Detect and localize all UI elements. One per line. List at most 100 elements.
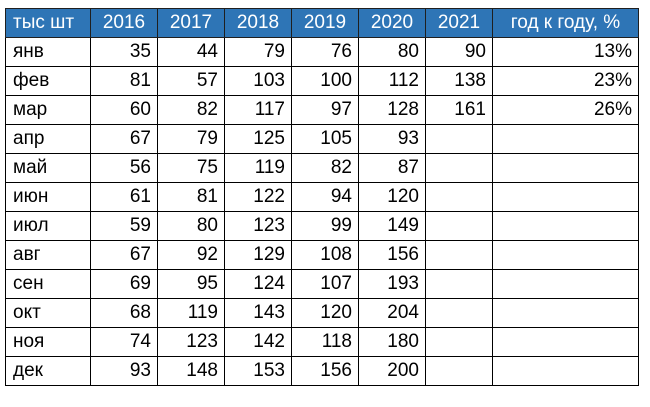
value-cell: 193 bbox=[358, 269, 426, 299]
yoy-cell bbox=[492, 124, 639, 154]
year-header-cell: 2019 bbox=[291, 8, 359, 38]
table-row: июн 61 81 122 94 120 bbox=[5, 182, 639, 212]
yoy-cell: 26% bbox=[492, 95, 639, 125]
year-header-cell: 2016 bbox=[90, 8, 158, 38]
value-cell: 79 bbox=[224, 37, 292, 67]
year-header-cell: 2018 bbox=[224, 8, 292, 38]
value-cell: 59 bbox=[90, 211, 158, 241]
month-cell: апр bbox=[5, 124, 91, 154]
yoy-cell bbox=[492, 356, 639, 386]
month-cell: сен bbox=[5, 269, 91, 299]
value-cell: 90 bbox=[425, 37, 493, 67]
table-row: авг 67 92 129 108 156 bbox=[5, 240, 639, 270]
yoy-cell bbox=[492, 327, 639, 357]
value-cell: 76 bbox=[291, 37, 359, 67]
value-cell: 35 bbox=[90, 37, 158, 67]
value-cell: 148 bbox=[157, 356, 225, 386]
value-cell: 138 bbox=[425, 66, 493, 96]
value-cell: 80 bbox=[358, 37, 426, 67]
yoy-cell bbox=[492, 240, 639, 270]
value-cell bbox=[425, 269, 493, 299]
month-cell: окт bbox=[5, 298, 91, 328]
month-cell: дек bbox=[5, 356, 91, 386]
value-cell: 94 bbox=[291, 182, 359, 212]
value-cell: 100 bbox=[291, 66, 359, 96]
value-cell: 143 bbox=[224, 298, 292, 328]
table-row: окт 68 119 143 120 204 bbox=[5, 298, 639, 328]
value-cell: 120 bbox=[291, 298, 359, 328]
value-cell: 124 bbox=[224, 269, 292, 299]
year-header-cell: 2021 bbox=[425, 8, 493, 38]
table-row: мар 60 82 117 97 128 161 26% bbox=[5, 95, 639, 125]
value-cell: 56 bbox=[90, 153, 158, 183]
yoy-header-cell: год к году, % bbox=[492, 8, 639, 38]
month-cell: янв bbox=[5, 37, 91, 67]
month-cell: июл bbox=[5, 211, 91, 241]
value-cell: 118 bbox=[291, 327, 359, 357]
value-cell: 81 bbox=[90, 66, 158, 96]
yoy-cell bbox=[492, 182, 639, 212]
value-cell: 108 bbox=[291, 240, 359, 270]
value-cell: 123 bbox=[224, 211, 292, 241]
value-cell: 156 bbox=[358, 240, 426, 270]
value-cell: 57 bbox=[157, 66, 225, 96]
value-cell: 123 bbox=[157, 327, 225, 357]
value-cell: 67 bbox=[90, 124, 158, 154]
value-cell: 82 bbox=[291, 153, 359, 183]
value-cell: 82 bbox=[157, 95, 225, 125]
year-header-cell: 2020 bbox=[358, 8, 426, 38]
month-cell: ноя bbox=[5, 327, 91, 357]
value-cell: 68 bbox=[90, 298, 158, 328]
value-cell bbox=[425, 327, 493, 357]
corner-header-cell: тыс шт bbox=[5, 8, 91, 38]
yoy-cell bbox=[492, 298, 639, 328]
value-cell: 92 bbox=[157, 240, 225, 270]
year-header-cell: 2017 bbox=[157, 8, 225, 38]
value-cell: 122 bbox=[224, 182, 292, 212]
value-cell: 120 bbox=[358, 182, 426, 212]
value-cell: 60 bbox=[90, 95, 158, 125]
table-row: фев 81 57 103 100 112 138 23% bbox=[5, 66, 639, 96]
table-row: дек 93 148 153 156 200 bbox=[5, 356, 639, 386]
table-row: май 56 75 119 82 87 bbox=[5, 153, 639, 183]
value-cell: 161 bbox=[425, 95, 493, 125]
value-cell: 149 bbox=[358, 211, 426, 241]
value-cell: 204 bbox=[358, 298, 426, 328]
value-cell: 129 bbox=[224, 240, 292, 270]
value-cell: 44 bbox=[157, 37, 225, 67]
value-cell: 93 bbox=[358, 124, 426, 154]
value-cell: 67 bbox=[90, 240, 158, 270]
value-cell: 97 bbox=[291, 95, 359, 125]
value-cell bbox=[425, 182, 493, 212]
table-row: апр 67 79 125 105 93 bbox=[5, 124, 639, 154]
value-cell: 79 bbox=[157, 124, 225, 154]
value-cell: 93 bbox=[90, 356, 158, 386]
month-cell: мар bbox=[5, 95, 91, 125]
header-row: тыс шт 2016 2017 2018 2019 2020 2021 год… bbox=[5, 8, 639, 38]
month-cell: авг bbox=[5, 240, 91, 270]
yoy-cell bbox=[492, 269, 639, 299]
value-cell: 81 bbox=[157, 182, 225, 212]
value-cell: 200 bbox=[358, 356, 426, 386]
value-cell: 119 bbox=[224, 153, 292, 183]
value-cell: 117 bbox=[224, 95, 292, 125]
table-row: янв 35 44 79 76 80 90 13% bbox=[5, 37, 639, 67]
value-cell: 74 bbox=[90, 327, 158, 357]
value-cell: 105 bbox=[291, 124, 359, 154]
value-cell bbox=[425, 240, 493, 270]
value-cell bbox=[425, 356, 493, 386]
value-cell: 103 bbox=[224, 66, 292, 96]
month-cell: июн bbox=[5, 182, 91, 212]
value-cell bbox=[425, 124, 493, 154]
table-row: сен 69 95 124 107 193 bbox=[5, 269, 639, 299]
value-cell: 180 bbox=[358, 327, 426, 357]
value-cell: 142 bbox=[224, 327, 292, 357]
table-row: июл 59 80 123 99 149 bbox=[5, 211, 639, 241]
value-cell: 119 bbox=[157, 298, 225, 328]
value-cell bbox=[425, 153, 493, 183]
month-cell: май bbox=[5, 153, 91, 183]
yoy-cell: 13% bbox=[492, 37, 639, 67]
value-cell: 69 bbox=[90, 269, 158, 299]
value-cell: 80 bbox=[157, 211, 225, 241]
data-table: тыс шт 2016 2017 2018 2019 2020 2021 год… bbox=[5, 8, 639, 386]
